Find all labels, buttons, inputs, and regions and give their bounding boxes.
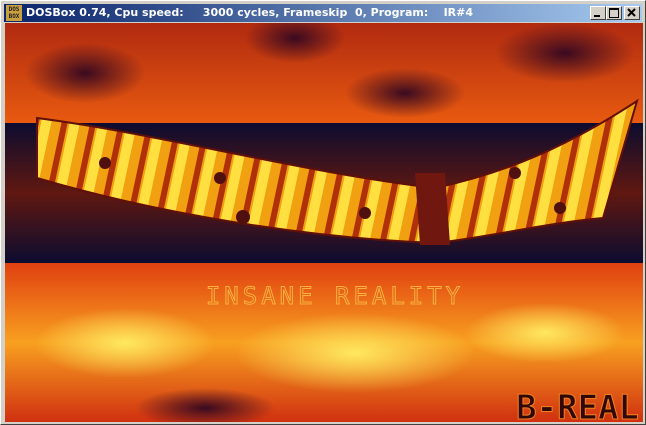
- minimize-button[interactable]: [590, 6, 606, 20]
- signature: B-REAL: [516, 388, 639, 422]
- demo-screen: INSANE REALITY B-REAL: [5, 23, 643, 422]
- close-button[interactable]: [624, 6, 640, 20]
- maximize-button[interactable]: [606, 6, 622, 20]
- window-title: DOSBox 0.74, Cpu speed: 3000 cycles, Fra…: [26, 6, 474, 19]
- icon-text: BOX: [8, 13, 20, 20]
- logo: INSANE REALITY: [206, 282, 464, 310]
- app-icon: DOS BOX: [6, 5, 22, 21]
- tube: [36, 98, 639, 245]
- title-bar: DOS BOX DOSBox 0.74, Cpu speed: 3000 cycl…: [4, 4, 642, 22]
- icon-text: DOS: [8, 6, 20, 13]
